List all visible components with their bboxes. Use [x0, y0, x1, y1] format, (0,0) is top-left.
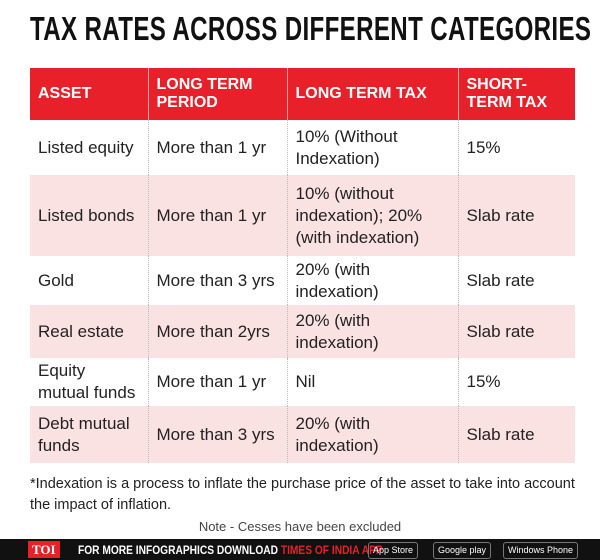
table-cell: Equity mutual funds: [30, 358, 149, 406]
table-cell: Slab rate: [466, 270, 535, 290]
table-cell: 20% (with indexation): [287, 406, 459, 463]
table-cell: 15%: [466, 137, 501, 157]
table-cell: Real estate: [30, 305, 149, 358]
table-cell: Nil: [287, 358, 459, 406]
table-cell: Slab rate: [458, 175, 575, 256]
table-cell: More than 3 yrs: [148, 406, 288, 463]
table-cell: Gold: [30, 256, 149, 305]
header-cell: LONG TERM PERIOD: [148, 68, 288, 120]
google-play-badge[interactable]: Google play: [433, 542, 492, 559]
table-row: Gold More than 3 yrs 20% (with indexation)…: [30, 256, 575, 305]
header-cell: ASSET: [30, 68, 149, 120]
table-row: Debt mutual funds More than 3 yrs 20% (wit…: [30, 406, 575, 463]
table-cell: More than 1 yr: [148, 358, 288, 406]
table-row: Listed equity More than 1 yr 10% (Without …: [30, 120, 575, 175]
table-cell: 10% (Without Indexation): [287, 120, 459, 175]
table-cell: Listed bonds: [30, 175, 149, 256]
table-cell: Slab rate: [458, 305, 575, 358]
table-row: Real estate More than 2yrs 20% (with index…: [30, 305, 575, 358]
table-cell: More than 1 yr: [148, 120, 288, 175]
table-cell: More than 1 yr: [148, 175, 288, 256]
table-cell: 20% (with indexation): [287, 256, 459, 305]
table-row: Equity mutual funds More than 1 yr Nil 15%: [30, 358, 575, 406]
table-cell: Listed equity: [30, 120, 149, 175]
footer-text: FOR MORE INFOGRAPHICS DOWNLOAD TIMES OF …: [78, 543, 383, 557]
table-cell: Debt mutual funds: [30, 406, 149, 463]
header-cell: LONG TERM TAX: [287, 68, 459, 120]
logo: TOI: [28, 541, 60, 558]
table-cell: More than 3 yrs: [148, 256, 288, 305]
table-body: Listed equity More than 1 yr 10% (Without …: [30, 120, 575, 463]
table-cell: Slab rate: [458, 406, 575, 463]
footer-bar: TOI FOR MORE INFOGRAPHICS DOWNLOAD TIMES…: [0, 539, 600, 560]
table-cell: More than 2yrs: [148, 305, 288, 358]
table-cell: 15%: [466, 372, 501, 391]
table-row: Listed bonds More than 1 yr 10% (without i…: [30, 175, 575, 256]
header-row: ASSET LONG TERM PERIOD LONG TERM TAX SHORT-…: [30, 68, 575, 120]
footer-app: TIMES OF INDIA APP: [280, 543, 383, 557]
table-cell: 10% (without indexation); 20% (with inde…: [287, 175, 459, 256]
footnote: *Indexation is a process to inflate the …: [30, 476, 575, 513]
windows-phone-badge[interactable]: Windows Phone: [503, 542, 579, 559]
title: TAX RATES ACROSS DIFFERENT CATEGORIES: [30, 10, 592, 47]
note: Note - Cesses have been excluded: [198, 519, 402, 534]
app-store-badge[interactable]: App Store: [368, 542, 419, 559]
footer-cta: FOR MORE INFOGRAPHICS DOWNLOAD: [78, 543, 279, 557]
table-cell: 20% (with indexation): [287, 305, 459, 358]
header-cell: SHORT-TERM TAX: [458, 68, 575, 120]
tax-table: ASSET LONG TERM PERIOD LONG TERM TAX SHORT-…: [30, 68, 575, 463]
